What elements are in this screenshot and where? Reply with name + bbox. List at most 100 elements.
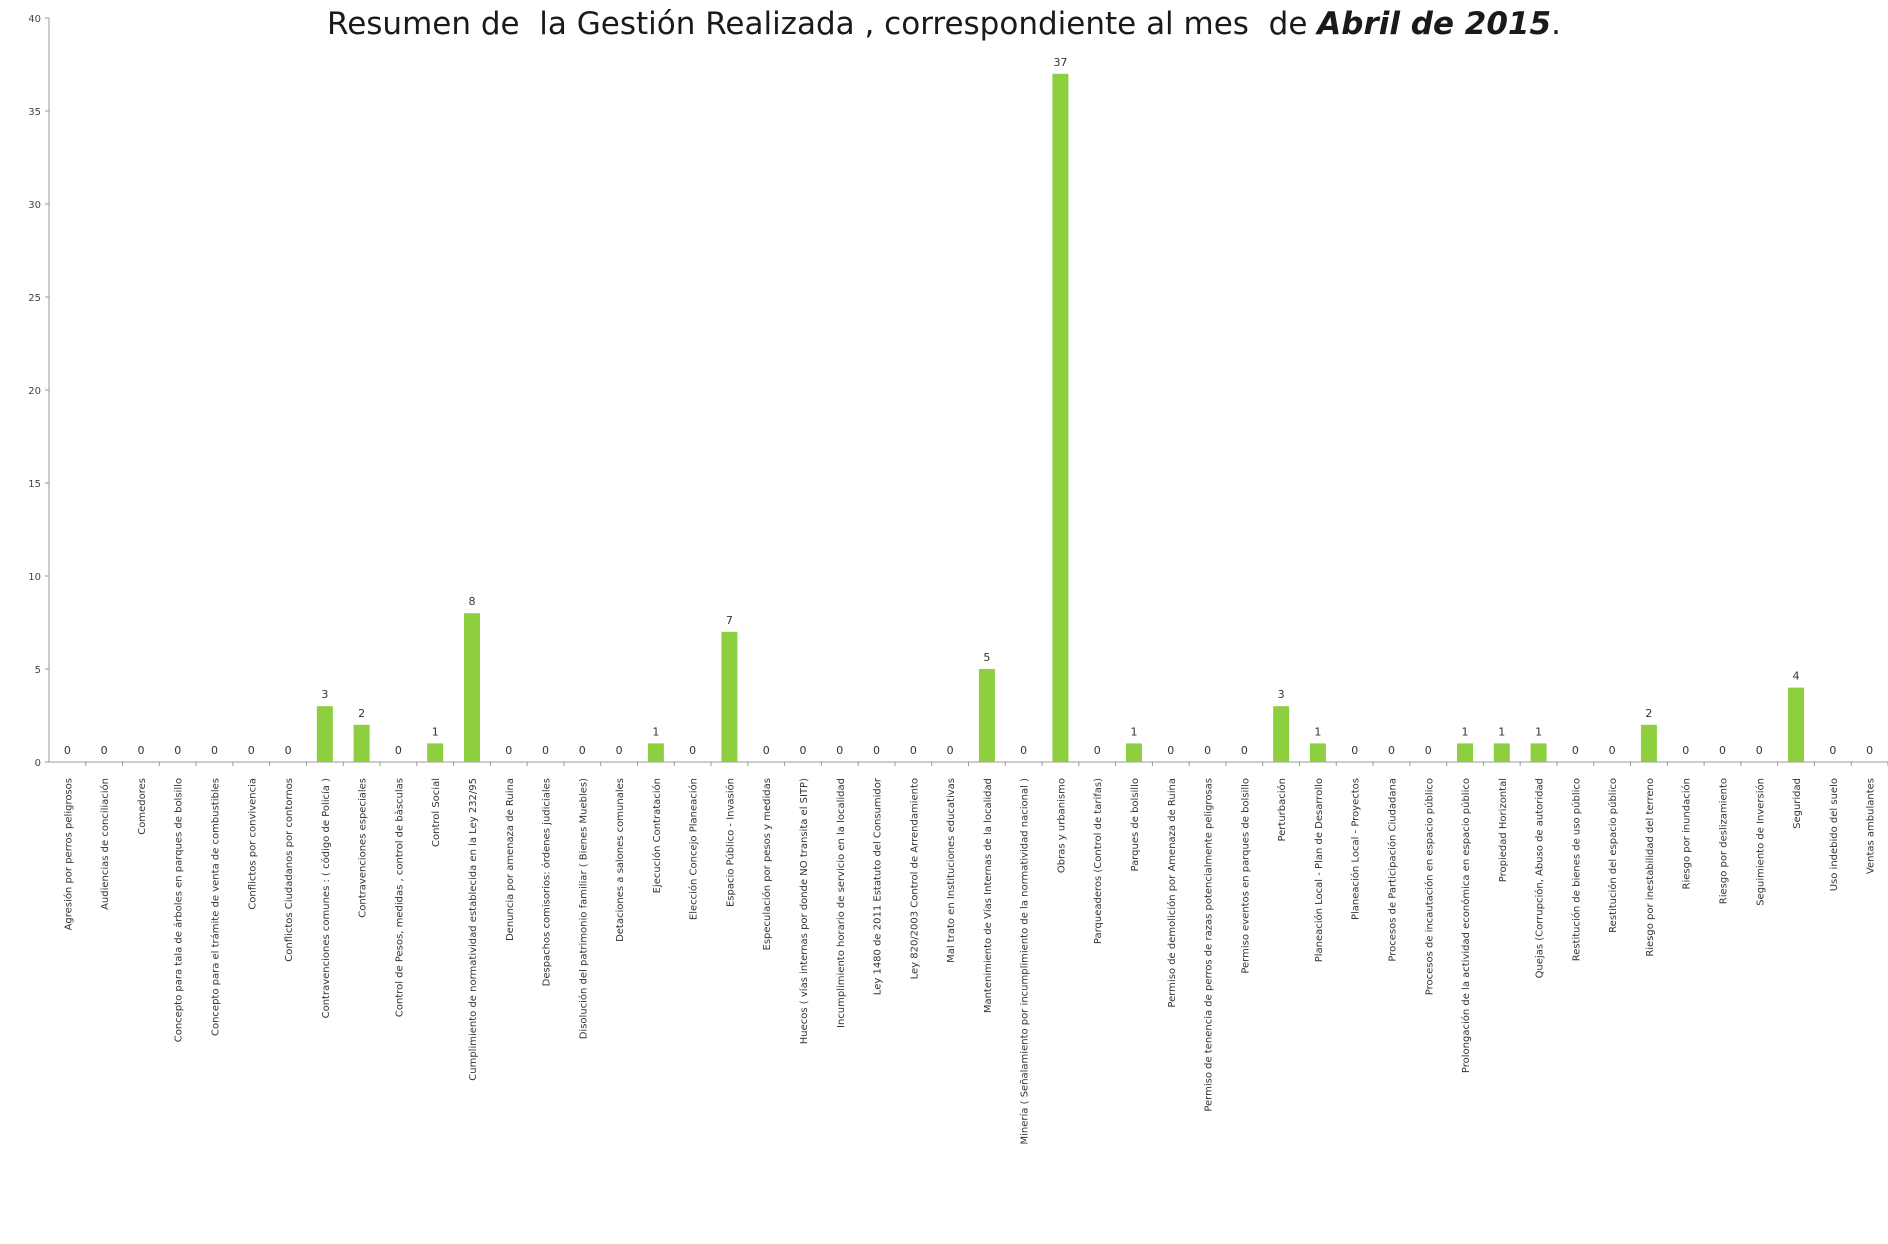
- bar: [1493, 743, 1510, 762]
- x-tick-label: Elección Concejo Planeación: [688, 778, 700, 920]
- data-label: 0: [1609, 744, 1616, 757]
- x-tick-label: Uso indebido del suelo: [1829, 778, 1840, 891]
- data-label: 0: [1241, 744, 1248, 757]
- data-label: 0: [542, 744, 549, 757]
- x-tick-label: Procesos de Participación Ciudadana: [1386, 778, 1398, 962]
- x-tick-label: Espacio Público - Invasión: [724, 778, 736, 907]
- x-tick-label: Permiso de demolición por Amenaza de Rui…: [1166, 778, 1178, 1008]
- data-label: 3: [321, 688, 328, 701]
- x-tick-label: Riesgo por inestabilidad del terreno: [1645, 778, 1656, 957]
- x-tick-label: Huecos ( vías internas por donde NO tran…: [798, 778, 810, 1044]
- x-tick-label: Permiso de tenencia de perros de razas p…: [1204, 778, 1215, 1112]
- x-tick-label: Mantenimiento de Vías Internas de la loc…: [982, 778, 994, 1013]
- x-tick-label: Incumplimiento horario de servicio en la…: [836, 778, 847, 1028]
- data-label: 0: [1020, 744, 1027, 757]
- data-label: 5: [983, 651, 990, 664]
- data-label: 0: [174, 744, 181, 757]
- data-label: 0: [873, 744, 880, 757]
- bar: [1640, 724, 1657, 762]
- data-label: 2: [1645, 707, 1652, 720]
- x-tick-label: Riesgo por inundación: [1681, 778, 1693, 890]
- data-label: 7: [726, 614, 733, 627]
- data-label: 0: [579, 744, 586, 757]
- bar: [1273, 706, 1290, 762]
- x-tick-label: Detaciones a salones comunales: [615, 778, 626, 942]
- data-labels: 0 0 0 0 0 0 0 3 2 0 1 8 0 0 0 0 1 0 7 0 0 0 0 0 0 5 0 37 0 1 0 0 0 3 1 0 0 0 1…: [64, 56, 1873, 757]
- x-tick-label: Mal trato en Instituciones educativas: [946, 778, 957, 963]
- x-tick-label: Control Social: [431, 778, 442, 847]
- x-tick-label: Concepto para tala de árboles en parques…: [173, 778, 185, 1042]
- data-label: 0: [1756, 744, 1763, 757]
- bar: [316, 706, 333, 762]
- data-label: 0: [211, 744, 218, 757]
- y-axis: 0 5 10 15 20 25 30 35 40: [28, 14, 50, 769]
- y-tick-label: 20: [28, 386, 41, 397]
- x-tick-label: Disolución del patrimonio familiar ( Bie…: [577, 778, 589, 1039]
- x-tick-label: Seguimiento de Inversión: [1754, 778, 1766, 906]
- x-tick-label: Ley 820/2003 Control de Arrendamiento: [909, 778, 920, 979]
- data-label: 4: [1793, 670, 1800, 683]
- x-tick-label: Restitución de bienes de uso público: [1570, 778, 1582, 961]
- x-tick-label: Contravenciones comunes : ( código de Po…: [320, 778, 332, 1018]
- data-label: 8: [468, 595, 475, 608]
- data-label: 0: [1167, 744, 1174, 757]
- x-tick-label: Prolongación de la actividad económica e…: [1460, 778, 1472, 1073]
- x-tick-label: Concepto para el trámite de venta de com…: [210, 778, 222, 1036]
- data-label: 0: [947, 744, 954, 757]
- data-label: 0: [1351, 744, 1358, 757]
- data-label: 2: [358, 707, 365, 720]
- x-tick-label: Planeación Local - Plan de Desarrollo: [1313, 778, 1325, 962]
- data-label: 1: [1131, 725, 1138, 738]
- data-label: 0: [1682, 744, 1689, 757]
- data-label: 0: [1425, 744, 1432, 757]
- data-label: 0: [689, 744, 696, 757]
- x-tick-label: Agresión por perros peligrosos: [62, 778, 74, 930]
- data-label: 0: [616, 744, 623, 757]
- data-label: 0: [64, 744, 71, 757]
- data-label: 0: [248, 744, 255, 757]
- data-label: 0: [1866, 744, 1873, 757]
- x-tick-label: Permiso eventos en parques de bolsillo: [1240, 778, 1251, 974]
- x-tick-label: Ley 1480 de 2011 Estatuto del Consumidor: [873, 777, 884, 995]
- x-tick-label: Ventas ambulantes: [1866, 778, 1877, 874]
- x-tick-label: Procesos de incautación en espacio públi…: [1423, 778, 1435, 995]
- bar: [1052, 73, 1069, 763]
- data-label: 0: [1094, 744, 1101, 757]
- data-label: 0: [395, 744, 402, 757]
- x-tick-label: Propiedad Horizontal: [1498, 778, 1509, 882]
- data-label: 1: [1498, 725, 1505, 738]
- x-tick-label: Audiencias de conciliación: [99, 778, 111, 910]
- bar: [1309, 743, 1326, 762]
- bar: [1788, 687, 1805, 762]
- x-tick-label: Minería ( Señalamiento por incumplimient…: [1019, 778, 1031, 1145]
- x-tick-label: Restitución del espacio público: [1607, 778, 1619, 933]
- chart-title-end: .: [1551, 6, 1561, 42]
- bar: [427, 743, 444, 762]
- data-label: 37: [1053, 56, 1067, 69]
- x-axis: [49, 761, 1888, 766]
- y-tick-label: 25: [28, 293, 41, 304]
- y-tick-label: 30: [28, 200, 41, 211]
- data-label: 0: [505, 744, 512, 757]
- data-label: 0: [799, 744, 806, 757]
- x-tick-label: Conflictos por convivencia: [247, 778, 258, 910]
- bar: [721, 631, 738, 762]
- data-label: 1: [1462, 725, 1469, 738]
- x-tick-label: Riesgo por deslizamiento: [1718, 778, 1729, 904]
- chart-title-main: Resumen de la Gestión Realizada , corres…: [327, 6, 1318, 42]
- x-tick-label: Parques de bolsillo: [1130, 778, 1141, 871]
- x-tick-label: Obras y urbanismo: [1056, 778, 1067, 873]
- bar: [1457, 743, 1474, 762]
- data-label: 1: [432, 725, 439, 738]
- data-label: 0: [1204, 744, 1211, 757]
- data-label: 0: [1388, 744, 1395, 757]
- x-tick-labels: Agresión por perros peligrosos Audiencias…: [62, 777, 1876, 1144]
- data-label: 0: [137, 744, 144, 757]
- bar: [978, 669, 995, 762]
- x-tick-label: Quejas (Corrupción, Abuso de autoridad: [1534, 778, 1546, 978]
- x-tick-label: Ejecución Contratación: [651, 778, 663, 893]
- y-tick-label: 0: [35, 758, 41, 769]
- chart-title-emphasis: Abril de 2015: [1317, 6, 1552, 42]
- x-tick-label: Comedores: [137, 778, 148, 835]
- x-tick-label: Perturbación: [1276, 778, 1288, 842]
